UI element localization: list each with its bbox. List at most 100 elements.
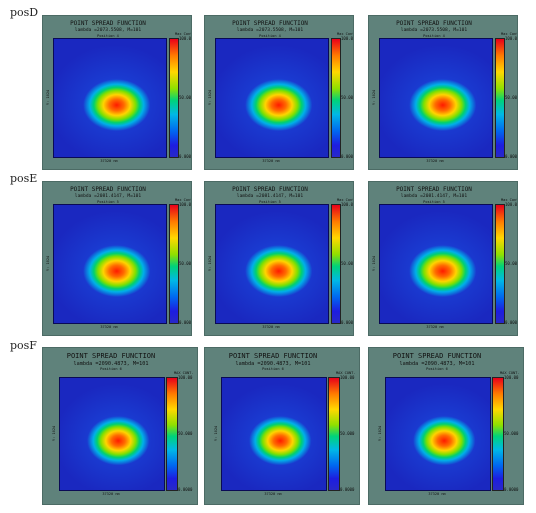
psf-subtitle: lambda =2073.5508, M=101 [74,28,142,33]
psf-position: Position 4 [259,33,281,38]
psf-panel: POINT SPREAD FUNCTION lambda =2073.5508, … [368,15,518,170]
y-axis-label: Y: 1024 [372,89,376,105]
y-axis-label: Y: 1024 [46,255,50,271]
x-axis-label: 37320 nm [264,492,282,496]
colorbar-tick-label: 50.000 [341,260,354,266]
psf-image [215,38,329,158]
psf-image [221,377,327,491]
x-axis-label: 37320 nm [100,325,118,329]
colorbar-label: Max Cont. [175,32,191,36]
colorbar-label: MAX CONT. [174,371,194,375]
colorbar-tick-label: 50.000 [505,94,518,100]
psf-panel: POINT SPREAD FUNCTION lambda =2081.4147, … [368,181,518,336]
colorbar-tick-label: 100.00 [178,374,193,380]
colorbar-label: Max Cont. [501,32,517,36]
psf-position: Position 5 [423,199,445,204]
psf-subtitle: lambda =2081.4147, M=101 [400,194,468,199]
colorbar-tick-label: 0.0000 [341,319,354,325]
psf-image [215,204,329,324]
colorbar-tick-label: 100.00 [341,201,354,207]
colorbar [492,377,504,491]
colorbar-tick-label: 50.000 [505,260,518,266]
psf-title: POINT SPREAD FUNCTION [70,186,146,193]
colorbar-tick-label: 50.000 [178,430,193,436]
colorbar-tick-label: 50.000 [504,430,519,436]
x-axis-label: 37320 nm [426,159,444,163]
colorbar [495,204,505,324]
y-axis-label: Y: 1024 [208,89,212,105]
colorbar-tick-label: 100.00 [179,201,192,207]
psf-image [53,204,167,324]
psf-panel: POINT SPREAD FUNCTION lambda =2090.4873, … [204,347,360,505]
colorbar-label: MAX CONT. [336,371,356,375]
colorbar-tick-label: 50.000 [341,94,354,100]
y-axis-label: Y: 1024 [378,425,382,441]
psf-panel: POINT SPREAD FUNCTION lambda =2090.4873, … [368,347,524,505]
psf-panel: POINT SPREAD FUNCTION lambda =2081.4147, … [42,181,192,336]
psf-panel: POINT SPREAD FUNCTION lambda =2081.4147, … [204,181,354,336]
psf-position: Position 6 [100,367,122,372]
y-axis-label: Y: 1024 [52,425,56,441]
x-axis-label: 37320 nm [262,325,280,329]
psf-subtitle: lambda =2090.4873, M=101 [73,361,149,367]
x-axis-label: 37320 nm [262,159,280,163]
psf-title: POINT SPREAD FUNCTION [228,352,318,360]
colorbar-tick-label: 100.00 [504,374,519,380]
psf-position: Position 6 [262,367,284,372]
y-axis-label: Y: 1024 [208,255,212,271]
colorbar-tick-label: 100.00 [505,201,518,207]
colorbar-tick-label: 0.0000 [504,486,519,492]
psf-panel: POINT SPREAD FUNCTION lambda =2073.5508, … [42,15,192,170]
colorbar-label: Max Cont. [501,198,517,202]
colorbar-tick-label: 0.0000 [341,153,354,159]
colorbar-tick-label: 100.00 [505,35,518,41]
psf-subtitle: lambda =2073.5508, M=101 [400,28,468,33]
psf-image [385,377,491,491]
psf-position: Position 4 [97,33,119,38]
colorbar-tick-label: 0.0000 [179,153,192,159]
psf-panel: POINT SPREAD FUNCTION lambda =2073.5508, … [204,15,354,170]
colorbar-label: Max Cont. [337,32,353,36]
colorbar-label: MAX CONT. [500,371,520,375]
colorbar [331,38,341,158]
colorbar [169,204,179,324]
psf-subtitle: lambda =2081.4147, M=101 [74,194,142,199]
psf-subtitle: lambda =2090.4873, M=101 [399,361,475,367]
psf-image [379,204,493,324]
y-axis-label: Y: 1024 [214,425,218,441]
x-axis-label: 37320 nm [102,492,120,496]
psf-position: Position 5 [97,199,119,204]
psf-position: Position 5 [259,199,281,204]
psf-position: Position 6 [426,367,448,372]
colorbar-tick-label: 0.0000 [505,319,518,325]
x-axis-label: 37320 nm [426,325,444,329]
psf-image [379,38,493,158]
psf-title: POINT SPREAD FUNCTION [396,20,472,27]
x-axis-label: 37320 nm [428,492,446,496]
colorbar-tick-label: 100.00 [179,35,192,41]
psf-subtitle: lambda =2090.4873, M=101 [235,361,311,367]
colorbar [166,377,178,491]
y-axis-label: Y: 1024 [372,255,376,271]
psf-image [59,377,165,491]
colorbar-label: Max Cont. [175,198,191,202]
colorbar-label: Max Cont. [337,198,353,202]
psf-title: POINT SPREAD FUNCTION [70,20,146,27]
colorbar-tick-label: 100.00 [340,374,355,380]
row-label-posd: posD [10,6,39,19]
psf-title: POINT SPREAD FUNCTION [232,20,308,27]
colorbar-tick-label: 0.0000 [340,486,355,492]
psf-title: POINT SPREAD FUNCTION [232,186,308,193]
psf-title: POINT SPREAD FUNCTION [396,186,472,193]
colorbar [328,377,340,491]
psf-title: POINT SPREAD FUNCTION [66,352,156,360]
x-axis-label: 37320 nm [100,159,118,163]
colorbar-tick-label: 0.0000 [179,319,192,325]
psf-position: Position 4 [423,33,445,38]
row-label-pose: posE [10,172,38,185]
psf-title: POINT SPREAD FUNCTION [392,352,482,360]
y-axis-label: Y: 1024 [46,89,50,105]
psf-subtitle: lambda =2073.5508, M=101 [236,28,304,33]
colorbar-tick-label: 50.000 [179,260,192,266]
psf-image [53,38,167,158]
